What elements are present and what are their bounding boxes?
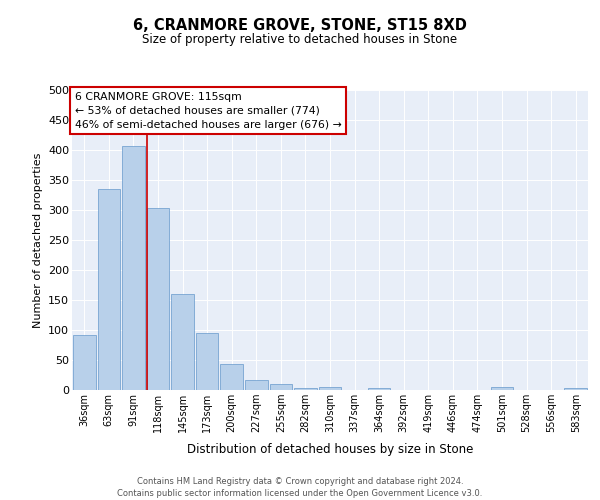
Bar xyxy=(73,335,95,390)
Bar xyxy=(269,384,292,390)
Bar xyxy=(171,294,194,390)
Bar xyxy=(368,388,391,390)
Bar xyxy=(245,380,268,390)
X-axis label: Distribution of detached houses by size in Stone: Distribution of detached houses by size … xyxy=(187,444,473,456)
Bar xyxy=(98,189,120,390)
Bar xyxy=(319,387,341,390)
Bar xyxy=(491,387,514,390)
Text: Size of property relative to detached houses in Stone: Size of property relative to detached ho… xyxy=(142,32,458,46)
Bar xyxy=(122,146,145,390)
Bar xyxy=(220,364,243,390)
Bar xyxy=(196,333,218,390)
Bar xyxy=(294,388,317,390)
Text: 6, CRANMORE GROVE, STONE, ST15 8XD: 6, CRANMORE GROVE, STONE, ST15 8XD xyxy=(133,18,467,32)
Bar xyxy=(146,208,169,390)
Bar xyxy=(565,388,587,390)
Text: 6 CRANMORE GROVE: 115sqm
← 53% of detached houses are smaller (774)
46% of semi-: 6 CRANMORE GROVE: 115sqm ← 53% of detach… xyxy=(74,92,341,130)
Text: Contains HM Land Registry data © Crown copyright and database right 2024.
Contai: Contains HM Land Registry data © Crown c… xyxy=(118,476,482,498)
Y-axis label: Number of detached properties: Number of detached properties xyxy=(32,152,43,328)
